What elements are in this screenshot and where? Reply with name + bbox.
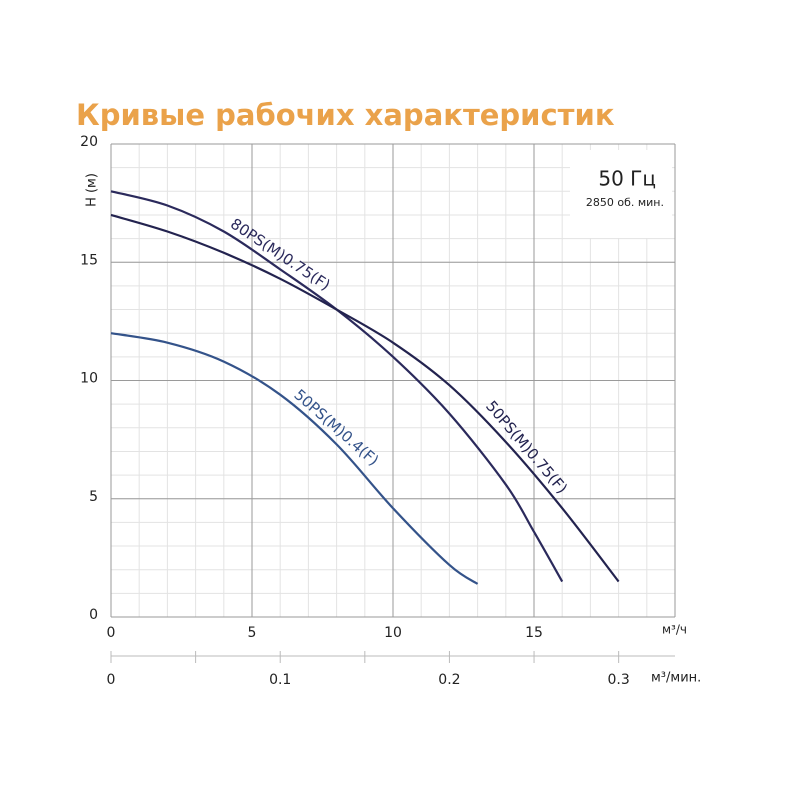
x-axis-label: м³/ч — [662, 623, 687, 637]
series-line — [110, 213, 620, 583]
y-tick-label: 20 — [80, 134, 98, 150]
y-tick-label: 0 — [89, 607, 98, 623]
curve-label: 50PS(M)0.75(F) — [482, 397, 571, 497]
series-line — [110, 190, 564, 583]
series-line — [110, 332, 479, 585]
x2-axis-label: м³/мин. — [651, 671, 701, 686]
x-tick-label: 5 — [248, 625, 257, 641]
annotation-box — [570, 150, 672, 238]
x-tick-label: 0 — [107, 625, 116, 641]
annotation: 2850 об. мин. — [586, 196, 664, 209]
chart-title: Кривые рабочих характеристик — [76, 98, 615, 132]
x-tick-label: 10 — [384, 625, 402, 641]
x-tick-label: 15 — [525, 625, 543, 641]
y-tick-label: 10 — [80, 371, 98, 387]
x2-tick-label: 0 — [107, 672, 116, 688]
y-tick-label: 5 — [89, 489, 98, 505]
y-axis-label: Н (м) — [85, 173, 100, 207]
y-tick-label: 15 — [80, 252, 98, 268]
x2-tick-label: 0.3 — [608, 672, 630, 688]
annotation: 50 Гц — [598, 167, 656, 191]
x2-tick-label: 0.2 — [438, 672, 460, 688]
x2-tick-label: 0.1 — [269, 672, 291, 688]
